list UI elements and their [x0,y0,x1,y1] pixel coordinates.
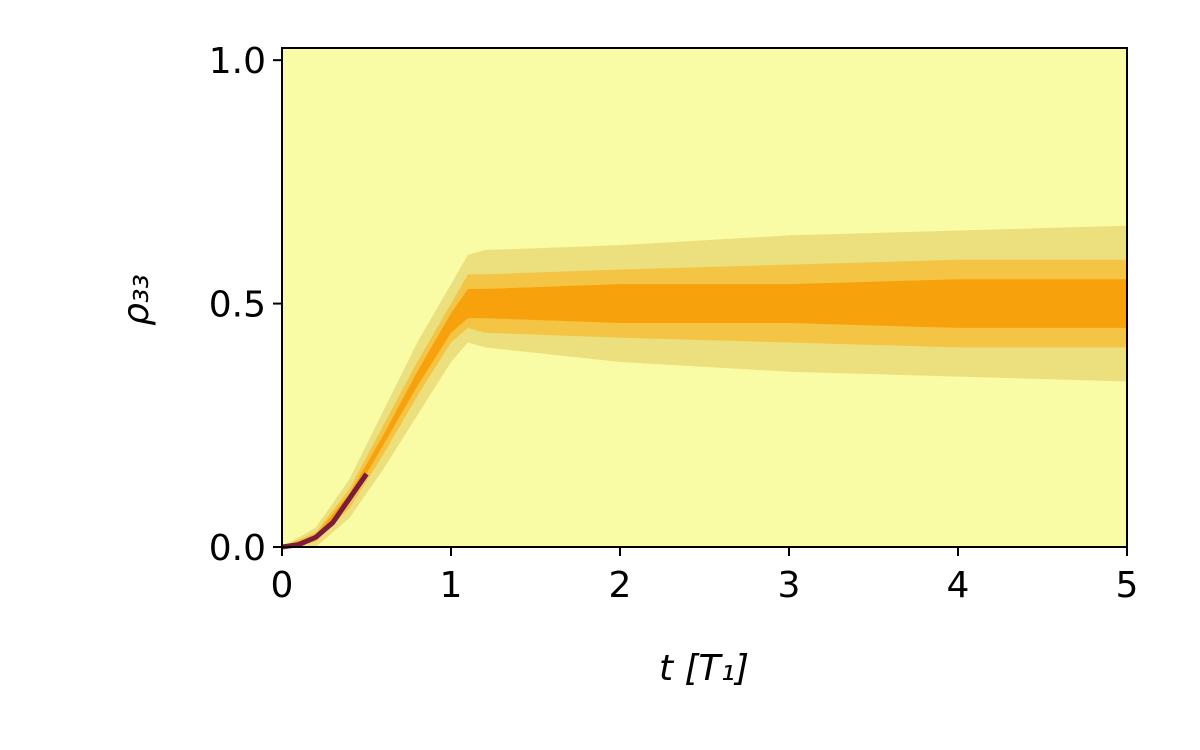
x-tick-label: 3 [778,565,801,606]
y-axis-label: ρ₃₃ [116,274,157,326]
x-tick-label: 5 [1116,565,1139,606]
x-axis-label: t [T₁] [659,648,749,689]
core-line [281,472,369,550]
x-tick-label: 1 [440,565,463,606]
y-tick-label: 0.5 [209,285,266,326]
plot-frame [281,47,1128,548]
x-tick-label: 2 [609,565,632,606]
x-tick-label: 0 [271,565,294,606]
y-tick-label: 0.0 [209,528,266,569]
x-tick-label: 4 [947,565,970,606]
density-band [282,279,1127,547]
y-tick-label: 1.0 [209,41,266,82]
density-band [282,259,1127,547]
